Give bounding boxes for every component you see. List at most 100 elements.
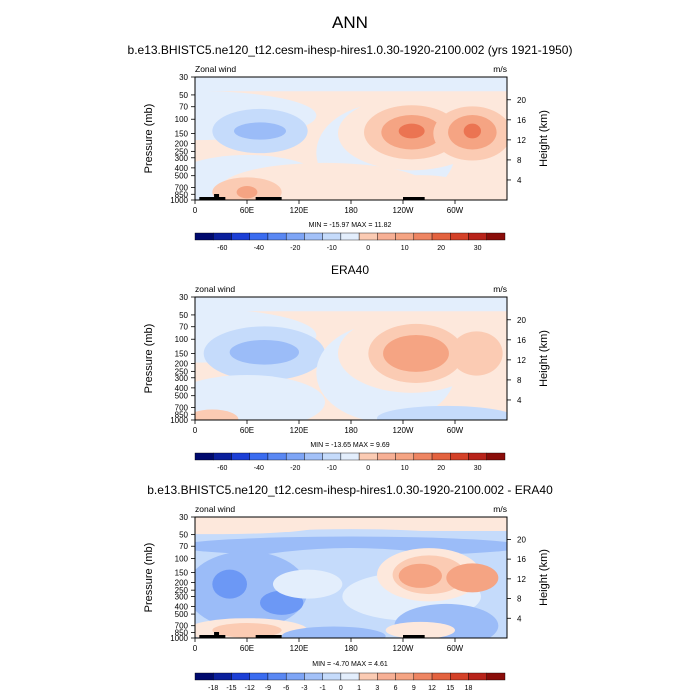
colorbar-box	[377, 452, 396, 461]
x-tick-label: 60W	[447, 426, 464, 435]
y-tick-label: 70	[179, 323, 188, 332]
colorbar-box	[377, 232, 396, 241]
height-tick-label: 20	[517, 316, 526, 325]
colorbar-box	[450, 232, 469, 241]
colorbar-label: 12	[428, 685, 436, 692]
x-tick-label: 180	[344, 426, 358, 435]
height-tick-label: 4	[517, 176, 522, 185]
colorbar-box	[267, 232, 287, 241]
contour-region	[273, 569, 343, 599]
height-tick-label: 16	[517, 555, 526, 564]
colorbar-box	[304, 672, 323, 681]
y2-axis-label: Height (km)	[538, 549, 550, 606]
colorbar-box	[358, 452, 378, 461]
colorbar-box	[468, 452, 487, 461]
y-tick-label: 50	[179, 311, 188, 320]
height-tick-label: 8	[517, 376, 522, 385]
colorbar-label: -12	[245, 685, 255, 692]
y-tick-label: 400	[175, 164, 189, 173]
contour-region	[398, 563, 443, 588]
colorbar-label: 18	[465, 685, 473, 692]
colorbar-label: -60	[217, 465, 227, 472]
topography-bar	[199, 197, 226, 200]
field-label: zonal wind	[195, 504, 235, 514]
height-tick-label: 16	[517, 116, 526, 125]
y-tick-label: 30	[179, 513, 188, 522]
height-tick-label: 20	[517, 535, 526, 544]
colorbar-box	[285, 452, 305, 461]
colorbar-box	[213, 672, 232, 681]
topography-peak	[214, 632, 220, 638]
colorbar-label: -20	[290, 245, 300, 252]
contour-region	[385, 621, 455, 638]
topography-bar	[403, 635, 425, 638]
topography-bar	[199, 635, 226, 638]
colorbar-box	[431, 672, 451, 681]
colorbar-label: 0	[339, 685, 343, 692]
x-tick-label: 120E	[290, 206, 309, 215]
colorbar-box	[249, 672, 269, 681]
contour-region	[281, 626, 386, 638]
y-tick-label: 30	[179, 73, 188, 82]
x-tick-label: 180	[344, 644, 358, 653]
y-tick-label: 500	[175, 392, 189, 401]
contour-region	[229, 339, 299, 365]
colorbar-label: -40	[254, 465, 264, 472]
contour-region	[195, 519, 317, 535]
height-tick-label: 20	[517, 96, 526, 105]
colorbar-label: 10	[401, 465, 409, 472]
y-tick-label: 1000	[170, 634, 188, 643]
colorbar-label: 9	[412, 685, 416, 692]
colorbar-label: 30	[474, 245, 482, 252]
y-tick-label: 1000	[170, 416, 188, 425]
colorbar-label: -20	[290, 465, 300, 472]
contour-field	[195, 77, 507, 200]
colorbar: -60 -40 -20 -10 0 10 20 30	[194, 232, 506, 252]
colorbar-box	[249, 232, 269, 241]
colorbar-box	[213, 232, 232, 241]
colorbar-box	[285, 672, 305, 681]
colorbar-label: -10	[327, 245, 337, 252]
x-tick-label: 0	[193, 644, 198, 653]
height-tick-label: 4	[517, 396, 522, 405]
y-tick-label: 250	[175, 586, 189, 595]
min-max-stats: MIN = -4.70 MAX = 4.61	[312, 661, 388, 668]
topography-bar	[403, 197, 425, 200]
units-label: m/s	[493, 284, 507, 294]
y-tick-label: 100	[175, 555, 189, 564]
colorbar-label: -40	[254, 245, 264, 252]
y-tick-label: 850	[175, 628, 189, 637]
colorbar-box	[431, 452, 451, 461]
height-tick-label: 4	[517, 614, 522, 623]
colorbar-box	[413, 672, 433, 681]
colorbar-box	[431, 232, 451, 241]
colorbar-box	[395, 232, 415, 241]
y-tick-label: 1000	[170, 196, 188, 205]
colorbar-box	[304, 232, 323, 241]
contour-region	[446, 563, 499, 593]
y-tick-label: 300	[175, 374, 189, 383]
y-tick-label: 400	[175, 384, 189, 393]
colorbar-box	[249, 452, 269, 461]
y2-axis-label: Height (km)	[538, 110, 550, 167]
x-tick-label: 60W	[447, 644, 464, 653]
colorbar-label: 20	[437, 245, 445, 252]
colorbar-box	[267, 672, 287, 681]
colorbar-box	[395, 672, 415, 681]
x-tick-label: 120W	[393, 206, 414, 215]
y-tick-label: 850	[175, 190, 189, 199]
colorbar-box	[322, 672, 342, 681]
colorbar-label: 0	[366, 465, 370, 472]
x-tick-label: 60W	[447, 206, 464, 215]
panel-obs: ERA40 zonal wind m/s 0 60E 120E 180 120W 60W 30 50…	[143, 263, 550, 472]
colorbar-box	[358, 232, 378, 241]
figure-title: ANN	[332, 13, 368, 32]
min-max-stats: MIN = -13.65 MAX = 9.69	[310, 442, 389, 449]
min-max-stats: MIN = -15.97 MAX = 11.82	[309, 222, 392, 229]
colorbar-label: -18	[208, 685, 218, 692]
colorbar-box	[194, 232, 214, 241]
height-tick-label: 8	[517, 156, 522, 165]
colorbar-box	[486, 232, 506, 241]
colorbar-box	[231, 232, 250, 241]
